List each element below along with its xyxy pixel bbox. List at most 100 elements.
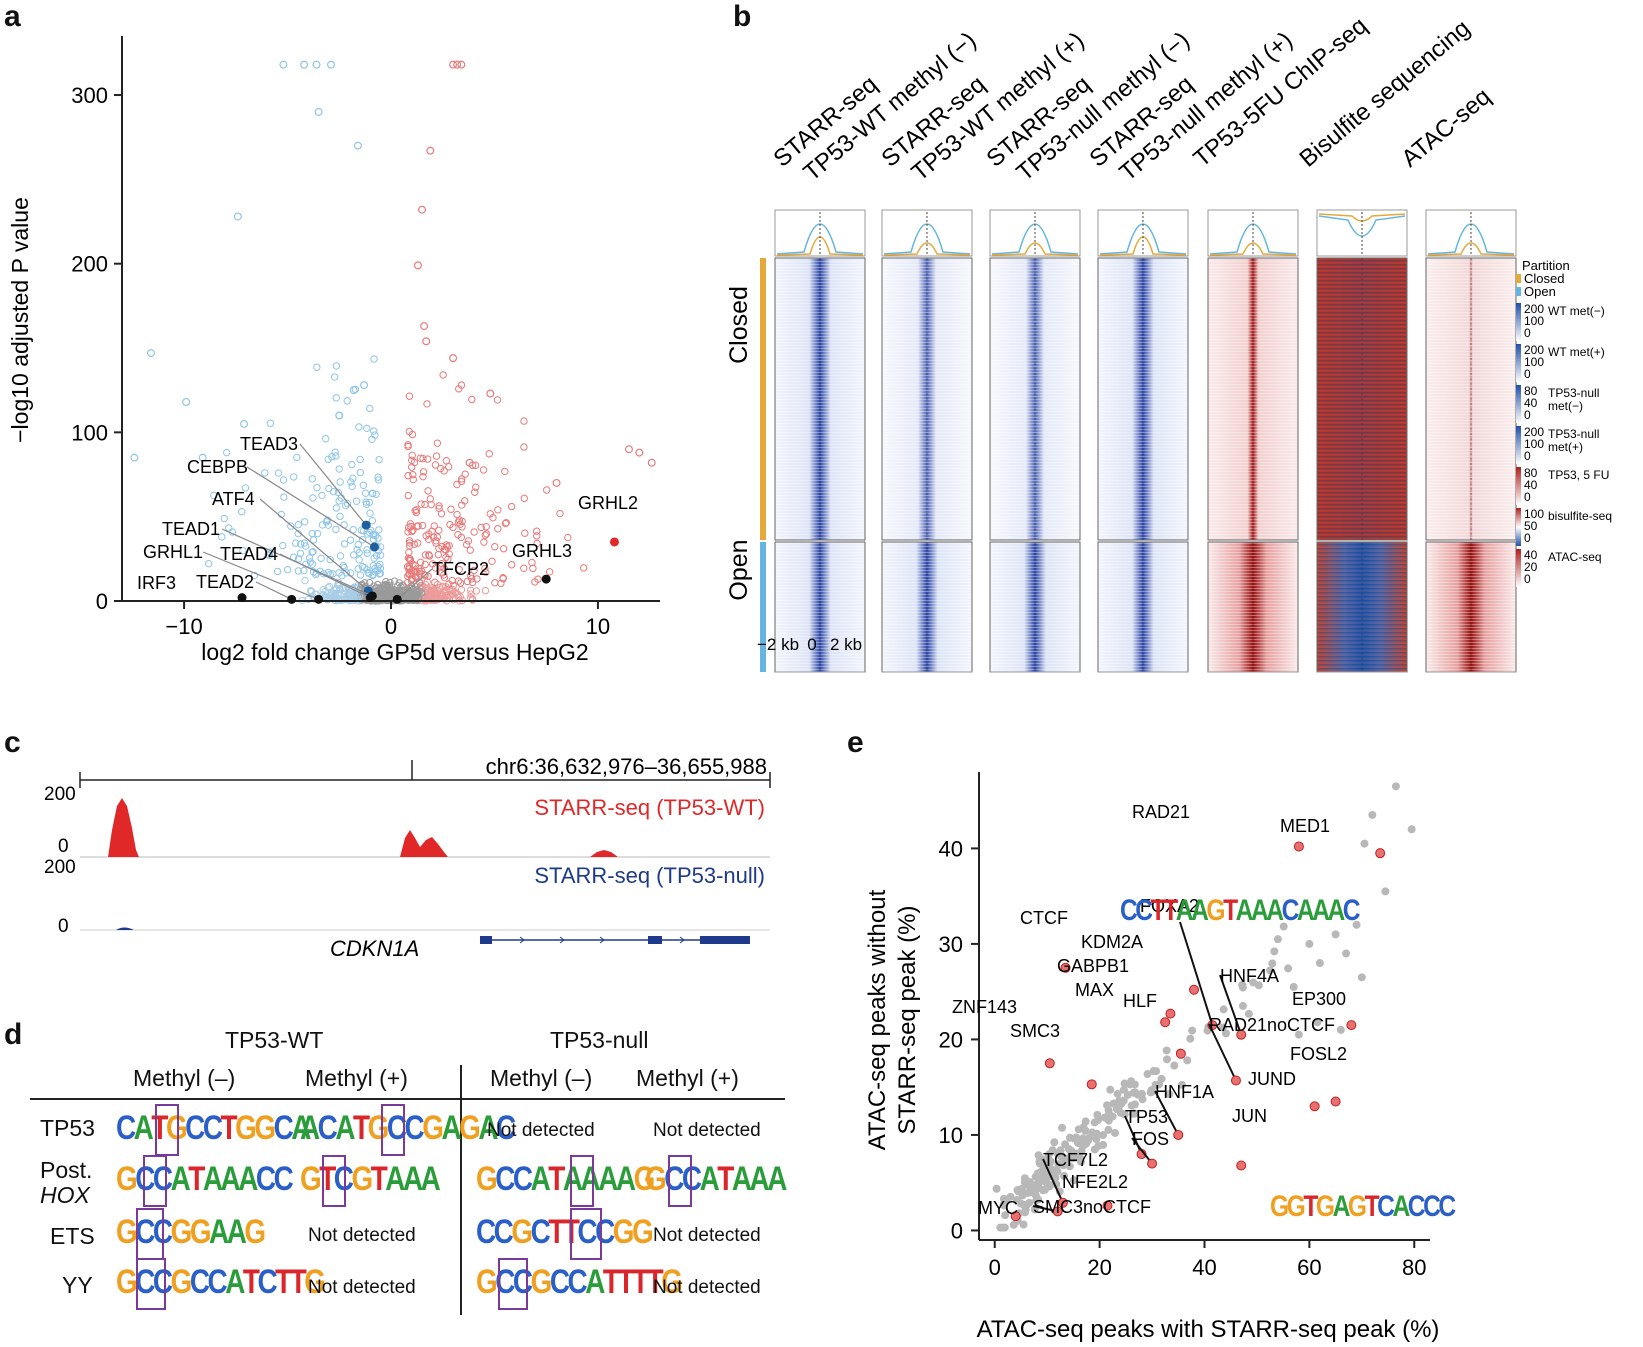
point — [382, 577, 390, 586]
point — [442, 587, 450, 596]
track2-peak — [116, 927, 134, 930]
point — [300, 60, 309, 69]
point — [366, 404, 374, 413]
genome-track: chr6:36,632,976–36,655,988 200 0 200 0 S… — [44, 754, 771, 961]
motif-base: C — [1407, 1190, 1426, 1223]
point — [332, 504, 341, 512]
heatmap-column — [1207, 209, 1299, 673]
point — [403, 578, 412, 587]
highlighted-point — [1346, 1020, 1357, 1031]
point — [435, 526, 443, 534]
point — [395, 587, 403, 595]
legend-mid: 40 — [1524, 396, 1538, 410]
leader-line — [1154, 1090, 1180, 1136]
point — [471, 488, 479, 496]
point-label: TP53 — [1125, 1107, 1168, 1127]
point — [1113, 1089, 1122, 1098]
motif-base: T — [548, 1160, 565, 1198]
point — [449, 581, 458, 590]
point — [999, 1194, 1008, 1203]
panel-label-d: d — [4, 1018, 23, 1051]
point — [1018, 1191, 1027, 1200]
legend-hi: 200 — [1524, 343, 1544, 357]
highlighted-point — [1086, 1079, 1097, 1090]
motif-base: A — [300, 1109, 320, 1147]
point — [424, 487, 432, 495]
point — [356, 571, 365, 579]
point — [351, 385, 360, 394]
point — [331, 448, 339, 456]
point-label: MAX — [1075, 980, 1114, 1000]
motif-base: C — [116, 1109, 136, 1147]
motif-base: C — [207, 1263, 228, 1301]
point — [422, 337, 431, 346]
leader-line — [279, 553, 371, 599]
point — [324, 455, 332, 464]
motif-base: A — [699, 1160, 720, 1198]
point-label: RAD21noCTCF — [1209, 1015, 1335, 1035]
point — [418, 581, 427, 590]
point — [520, 443, 528, 451]
point-label: TEAD3 — [240, 434, 298, 454]
highlighted-point — [1293, 841, 1304, 852]
motif-base: T — [717, 1160, 734, 1198]
point — [1081, 1126, 1090, 1135]
labeled-point — [237, 593, 247, 603]
motif-base: A — [220, 1160, 241, 1198]
motif-base: C — [404, 1109, 425, 1147]
point — [358, 536, 367, 544]
labeled-point — [609, 537, 619, 547]
motif-base: G — [661, 1263, 683, 1301]
point — [379, 584, 387, 593]
motif-base: A — [1175, 894, 1194, 927]
point — [404, 471, 412, 480]
motif-hox-null-methyl-plus: GCCATAAA — [645, 1160, 787, 1199]
point — [407, 575, 416, 583]
leader-line — [202, 551, 319, 600]
point-label: HLF — [1123, 991, 1157, 1011]
point — [419, 472, 427, 481]
point — [431, 461, 440, 469]
point — [354, 541, 362, 549]
labeled-point — [541, 574, 551, 584]
point — [1129, 1088, 1138, 1097]
point — [314, 107, 323, 116]
point — [1407, 825, 1416, 834]
motif-base: C — [493, 1213, 514, 1251]
y-tick-label: 300 — [71, 83, 108, 108]
y-tick-label: 0 — [951, 1218, 963, 1243]
motif-base: A — [1235, 894, 1254, 927]
point — [1061, 1140, 1070, 1149]
panel-label-b: b — [733, 0, 752, 33]
point — [318, 491, 326, 500]
point — [1012, 1195, 1021, 1204]
point — [1368, 810, 1377, 819]
not-detected: Not detected — [308, 1225, 416, 1246]
motif-highlight-box — [136, 1208, 164, 1260]
point — [307, 587, 316, 595]
highlighted-point — [1309, 1101, 1320, 1112]
point-label: CTCF — [1020, 908, 1068, 928]
leader-line — [1042, 1158, 1064, 1204]
motif-base: G — [170, 1263, 193, 1301]
x-tick-label: 40 — [1192, 1255, 1216, 1280]
point-label: TCF7L2 — [1043, 1150, 1108, 1170]
point — [355, 423, 363, 431]
point — [291, 539, 300, 547]
point — [374, 534, 382, 542]
leader-line — [246, 466, 375, 548]
legend-mid: 100 — [1524, 314, 1544, 328]
point — [273, 567, 282, 576]
highlighted-point — [1189, 984, 1200, 995]
highlighted-point — [1236, 1029, 1247, 1040]
legend-mid: 40 — [1524, 478, 1538, 492]
closed-partition-bar — [760, 258, 766, 540]
point-label: KDM2A — [1081, 932, 1143, 952]
motif-base: A — [225, 1263, 245, 1301]
point — [376, 551, 385, 559]
motif-hox-null-methyl-minus: GCCATAAAAG — [476, 1160, 655, 1199]
motif-base: G — [116, 1213, 138, 1251]
point — [501, 519, 510, 528]
